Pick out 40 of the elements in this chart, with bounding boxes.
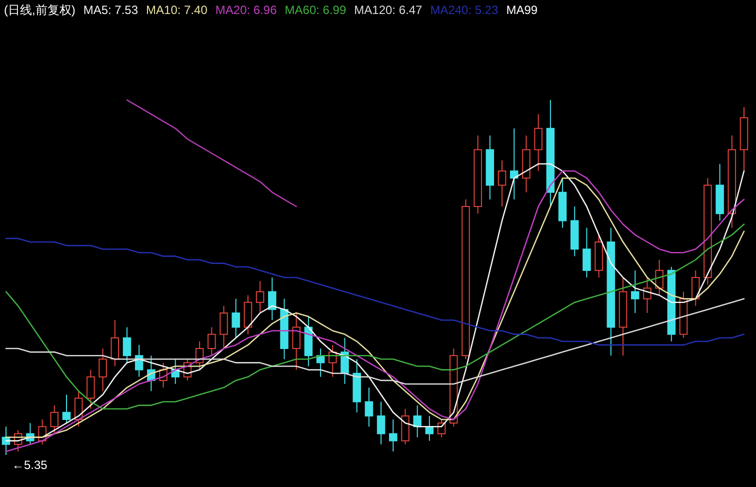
legend-item: MA120: 6.47	[354, 3, 422, 17]
candlestick	[704, 178, 712, 286]
annotation: MA99	[506, 3, 538, 17]
legend-item: MA5: 7.53	[83, 3, 138, 17]
title: (日线,前复权)	[4, 3, 76, 17]
candlestick	[510, 128, 518, 200]
candlestick	[582, 227, 591, 278]
candlestick	[546, 100, 555, 207]
candlestick	[352, 358, 361, 413]
candlestick	[630, 270, 640, 314]
candlestick	[389, 419, 398, 452]
candlestick	[268, 277, 276, 321]
candlestick	[98, 348, 107, 392]
candlestick	[232, 298, 240, 338]
legend-item: MA10: 7.40	[146, 3, 208, 17]
candlestick	[256, 280, 264, 314]
candlestick	[220, 305, 228, 349]
annotation: ←5.35	[12, 458, 48, 472]
legend-item: MA60: 6.99	[284, 3, 346, 17]
candlestick	[364, 387, 374, 428]
legend-item: MA240: 5.23	[430, 3, 498, 17]
candlestick	[558, 178, 567, 228]
candlestick	[86, 369, 95, 410]
candlestick	[110, 320, 120, 367]
candlestick	[534, 114, 542, 172]
candlestick	[413, 404, 422, 438]
candlestick	[606, 227, 616, 356]
candlestick	[716, 163, 724, 222]
candlestick	[292, 312, 300, 370]
candlestick	[618, 277, 628, 356]
candlestick	[570, 206, 579, 257]
candlestick	[728, 135, 736, 228]
legend-item: MA20: 6.96	[215, 3, 277, 17]
candlestick	[474, 135, 482, 214]
candlestick	[522, 135, 530, 193]
candlestick	[376, 401, 386, 445]
candlestick	[486, 135, 494, 200]
candlestick	[740, 106, 748, 172]
candlestick	[643, 277, 652, 314]
candlestick	[498, 160, 506, 207]
